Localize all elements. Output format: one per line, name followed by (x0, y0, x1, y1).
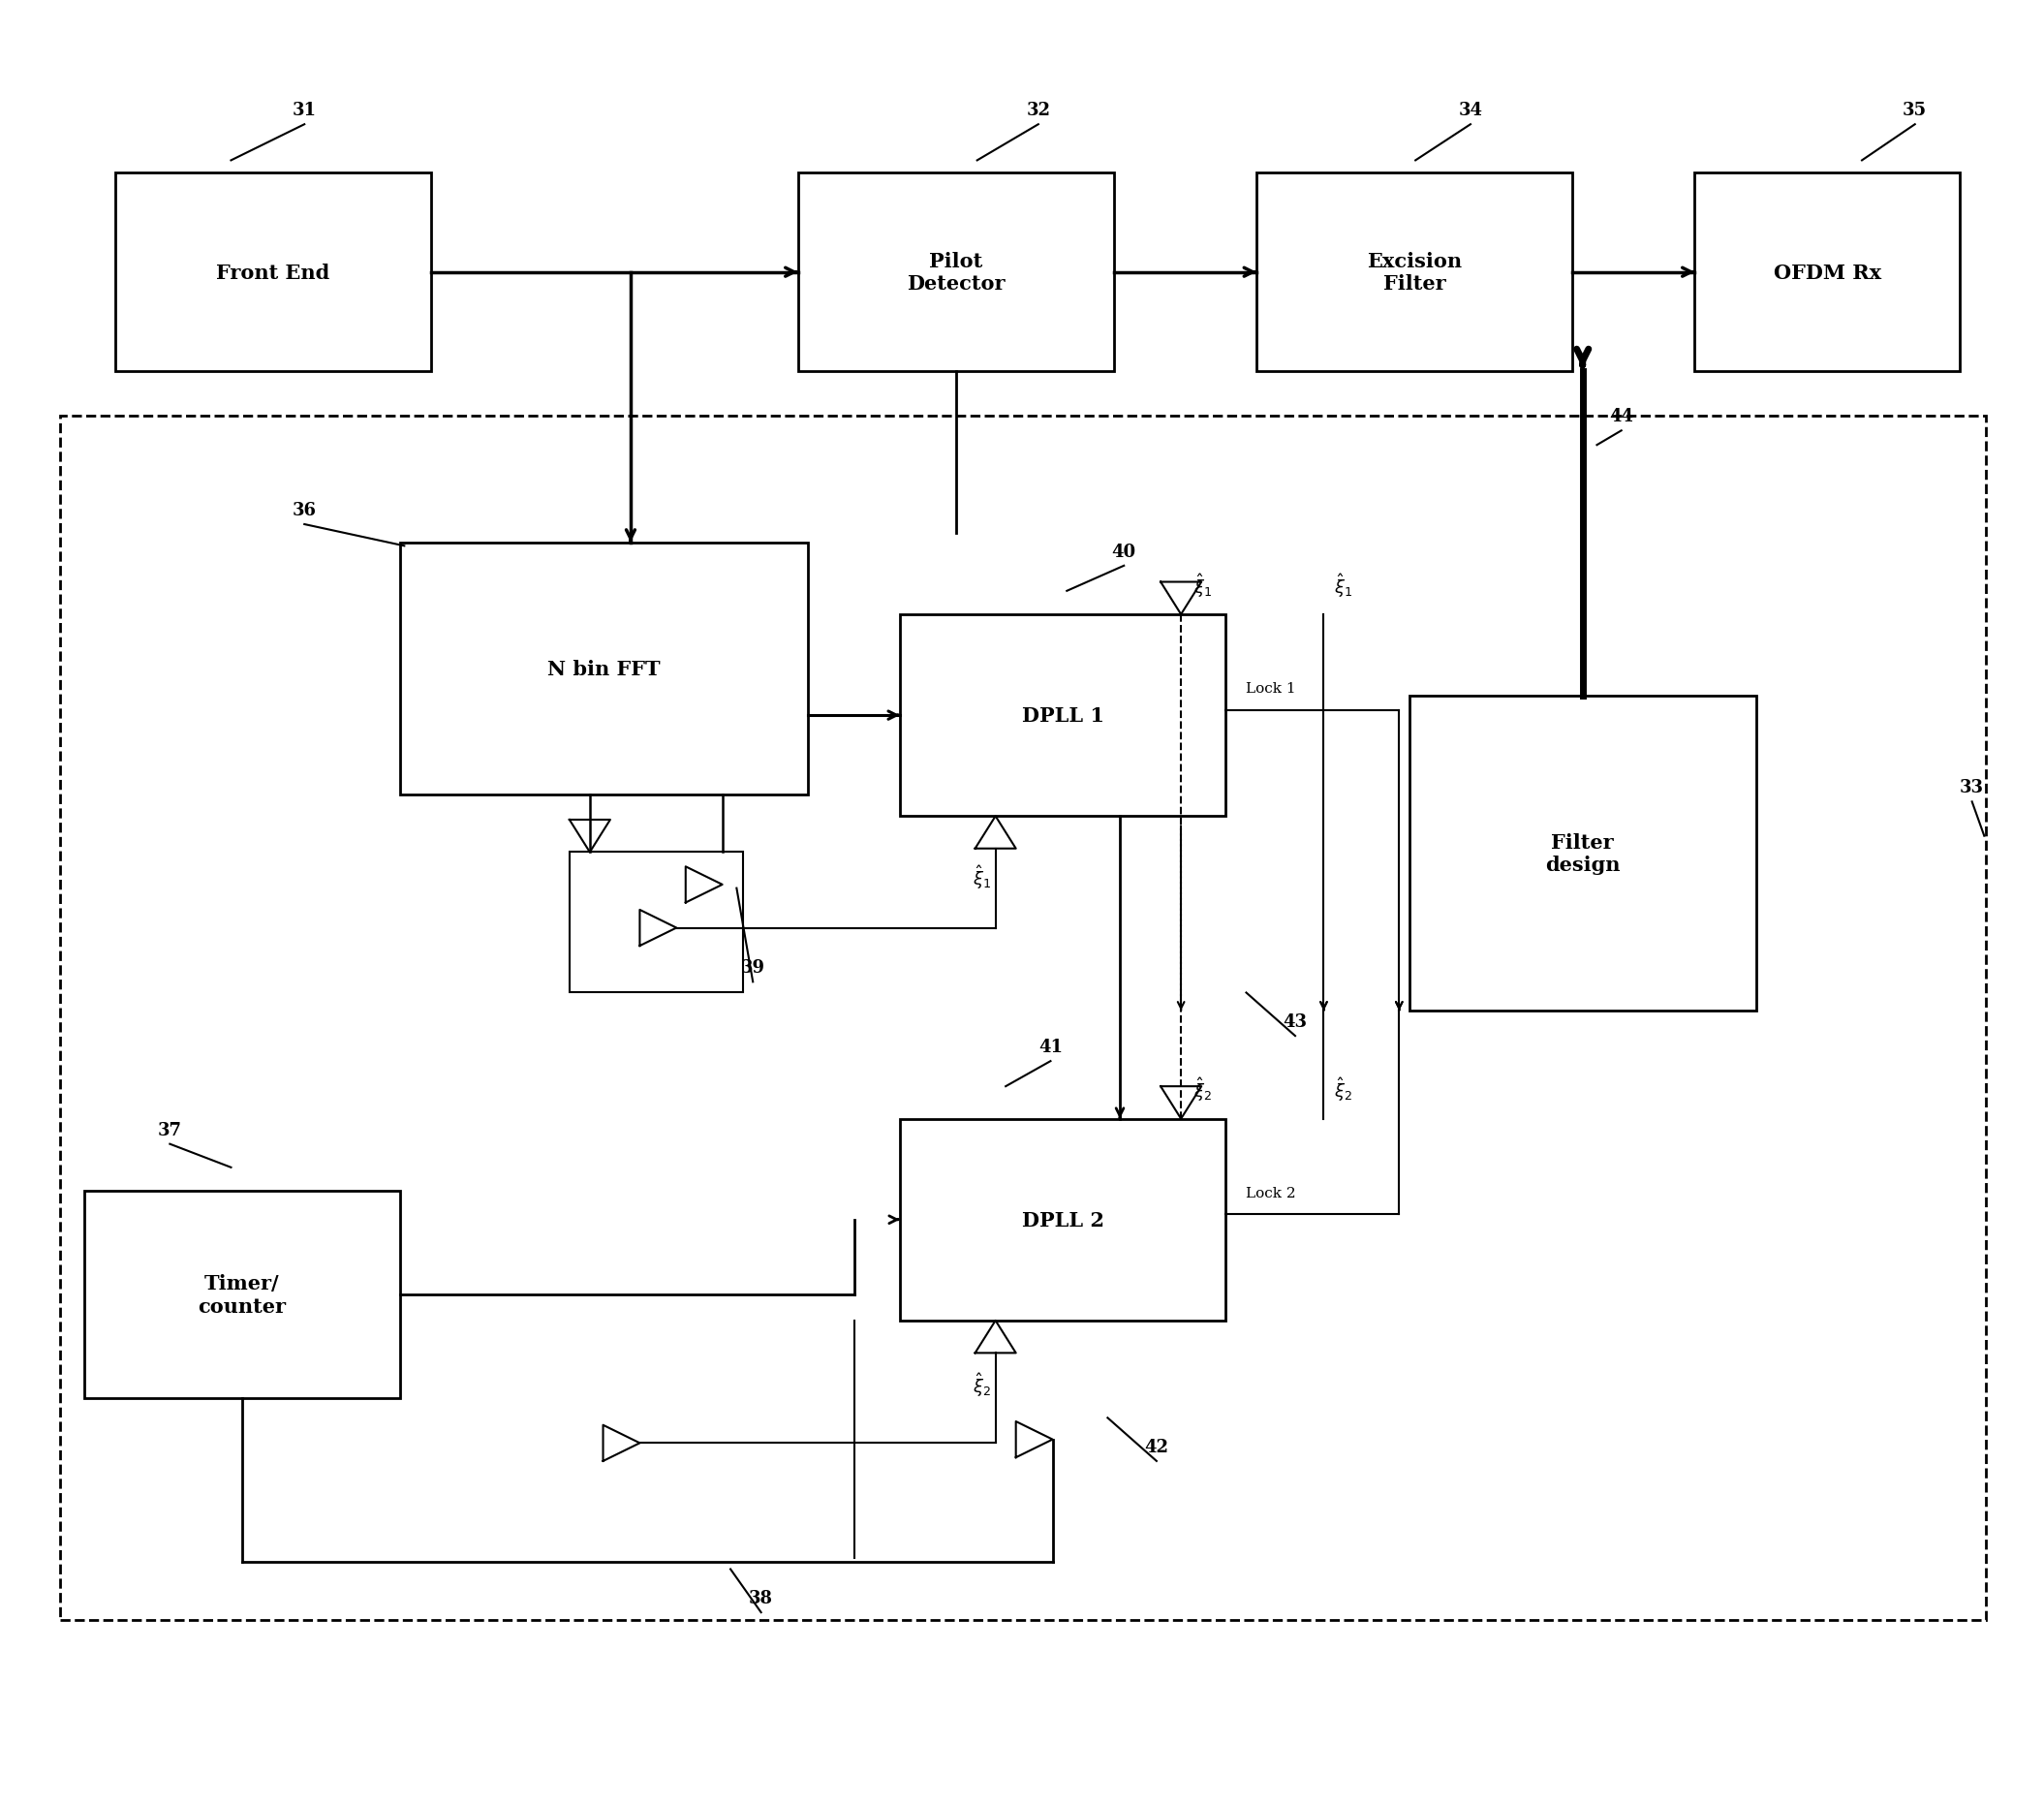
Text: 34: 34 (1457, 101, 1482, 119)
Text: Front End: Front End (217, 264, 329, 282)
Text: $\hat{\xi}_1$: $\hat{\xi}_1$ (1194, 571, 1212, 600)
Text: 39: 39 (740, 959, 764, 977)
Bar (1257, 173, 1572, 372)
Text: Excision
Filter: Excision Filter (1367, 251, 1461, 294)
Text: 36: 36 (292, 502, 317, 518)
Bar (899, 614, 1226, 816)
Text: 40: 40 (1112, 544, 1136, 560)
Bar (797, 173, 1114, 372)
Text: 33: 33 (1960, 778, 1985, 796)
Text: Lock 2: Lock 2 (1247, 1187, 1296, 1199)
Text: Lock 1: Lock 1 (1247, 681, 1296, 695)
Text: 42: 42 (1145, 1438, 1169, 1456)
Text: $\hat{\xi}_2$: $\hat{\xi}_2$ (1194, 1075, 1212, 1103)
Text: 32: 32 (1026, 101, 1051, 119)
Bar (114, 173, 431, 372)
Text: N bin FFT: N bin FFT (548, 659, 660, 679)
Bar (899, 1120, 1226, 1320)
Text: DPLL 1: DPLL 1 (1022, 706, 1104, 726)
Text: Filter
design: Filter design (1545, 833, 1621, 874)
Text: $\hat{\xi}_2$: $\hat{\xi}_2$ (1335, 1075, 1353, 1103)
Text: 37: 37 (157, 1122, 182, 1138)
Text: $\hat{\xi}_1$: $\hat{\xi}_1$ (1335, 571, 1353, 600)
Text: 35: 35 (1903, 101, 1927, 119)
Text: 38: 38 (748, 1589, 773, 1607)
Bar (84, 1192, 401, 1398)
Text: 31: 31 (292, 101, 317, 119)
Text: $\hat{\xi}_1$: $\hat{\xi}_1$ (973, 863, 991, 890)
Text: OFDM Rx: OFDM Rx (1774, 264, 1880, 282)
Text: Pilot
Detector: Pilot Detector (908, 251, 1006, 294)
Bar (1408, 695, 1756, 1011)
Text: 41: 41 (1038, 1038, 1063, 1057)
Bar (570, 852, 742, 993)
Bar (59, 417, 1987, 1620)
Text: DPLL 2: DPLL 2 (1022, 1210, 1104, 1230)
Text: Timer/
counter: Timer/ counter (198, 1273, 286, 1315)
Bar (1694, 173, 1960, 372)
Text: 43: 43 (1284, 1013, 1308, 1031)
Bar (401, 544, 807, 795)
Text: $\hat{\xi}_2$: $\hat{\xi}_2$ (973, 1371, 991, 1398)
Text: 44: 44 (1609, 408, 1633, 426)
